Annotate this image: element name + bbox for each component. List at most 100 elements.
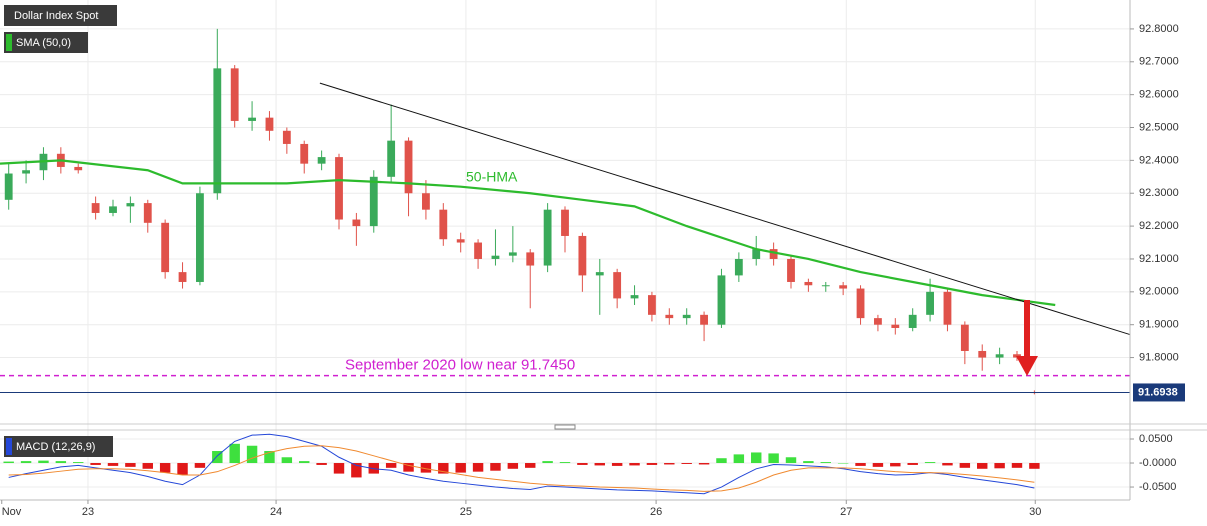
candle-body xyxy=(161,222,170,273)
macd-histogram-bar xyxy=(559,462,571,464)
candle-body xyxy=(717,275,726,325)
candle-body xyxy=(543,209,552,266)
candle-body xyxy=(109,206,117,213)
marks xyxy=(0,28,1131,495)
candle-body xyxy=(839,285,848,289)
candle-body xyxy=(630,295,639,299)
macd-histogram-bar xyxy=(107,463,119,466)
candle-body xyxy=(874,318,882,325)
macd-histogram-bar xyxy=(20,461,32,464)
candle-body xyxy=(126,203,135,207)
candle-body xyxy=(752,249,761,259)
macd-histogram-bar xyxy=(281,457,293,464)
y-tick-label: 92.5000 xyxy=(1139,121,1179,133)
macd-histogram-bar xyxy=(525,463,536,468)
trend-line xyxy=(319,82,1131,336)
candle-body xyxy=(821,285,830,287)
macd-histogram-bar xyxy=(472,463,484,472)
macd-histogram-bar xyxy=(959,463,971,468)
arrow-head xyxy=(1016,356,1038,376)
macd-histogram-bar xyxy=(698,463,710,465)
candle-body xyxy=(387,140,396,177)
macd-histogram-bar xyxy=(507,463,519,469)
panel-grip xyxy=(554,424,576,430)
sma-line xyxy=(0,159,1056,307)
macd-box xyxy=(4,436,113,457)
candle-body xyxy=(230,68,239,121)
candle-body xyxy=(595,272,604,276)
macd-histogram-bar xyxy=(751,452,762,464)
macd-histogram-bar xyxy=(611,463,623,466)
macd-histogram-bar xyxy=(438,463,449,474)
candle-body xyxy=(4,173,13,200)
macd-histogram-bar xyxy=(855,463,866,466)
macd-histogram-bar xyxy=(299,461,310,464)
y-tick-label: 92.8000 xyxy=(1139,23,1179,35)
candle-body xyxy=(665,314,674,319)
x-tick-label: 26 xyxy=(650,506,662,518)
macd-histogram-bar xyxy=(577,463,588,465)
candle-body xyxy=(995,354,1004,358)
candle-body xyxy=(91,203,100,213)
candle-body xyxy=(856,288,865,319)
macd-histogram-bar xyxy=(872,463,884,467)
macd-histogram-bar xyxy=(90,463,101,465)
macd-swatch xyxy=(6,438,12,455)
macd-histogram-bar xyxy=(385,463,397,468)
macd-histogram-bar xyxy=(38,460,49,464)
x-tick-label: 30 xyxy=(1029,506,1041,518)
candle-body xyxy=(422,193,430,210)
macd-histogram-bar xyxy=(73,462,84,464)
macd-histogram-bar xyxy=(977,463,988,469)
macd-histogram-bar xyxy=(681,463,692,464)
macd-histogram-bar xyxy=(542,461,553,464)
candle-body xyxy=(734,258,743,276)
macd-histogram-bar xyxy=(490,463,501,471)
candle-body xyxy=(213,68,222,194)
candle-body xyxy=(404,140,413,194)
candle-body xyxy=(1013,354,1021,358)
y-tick-label: 92.2000 xyxy=(1139,220,1179,232)
macd-histogram-bar xyxy=(803,461,814,464)
x-tick-label: 23 xyxy=(82,506,94,518)
macd-histogram-bar xyxy=(177,463,188,475)
candle-body xyxy=(369,176,378,227)
candle-body xyxy=(300,143,309,164)
candle-body xyxy=(74,166,83,171)
macd-histogram-bar xyxy=(594,463,605,466)
y-tick-label: -0.0000 xyxy=(1139,457,1176,469)
macd-histogram-bar xyxy=(733,454,745,464)
macd-histogram-bar xyxy=(1011,463,1023,468)
macd-histogram-bar xyxy=(907,463,918,465)
candle-body xyxy=(978,350,987,358)
title-box xyxy=(4,5,117,26)
support-annotation: September 2020 low near 91.7450 xyxy=(345,357,575,374)
macd-histogram-bar xyxy=(194,463,206,468)
macd-histogram-bar xyxy=(246,445,258,464)
candle-body xyxy=(456,239,465,243)
macd-histogram-bar xyxy=(664,463,675,465)
candle-body xyxy=(335,157,343,220)
candle-body xyxy=(474,242,482,259)
y-tick-label: 92.3000 xyxy=(1139,187,1179,199)
y-tick-label: 92.7000 xyxy=(1139,56,1179,68)
macd-histogram-bar xyxy=(890,463,901,467)
last-price-label: 91.6938 xyxy=(1138,386,1178,398)
macd-histogram-bar xyxy=(924,462,936,464)
macd-line xyxy=(8,433,1035,495)
macd-histogram-bar xyxy=(212,451,223,464)
macd-histogram-bar xyxy=(264,451,275,464)
candle-body xyxy=(769,249,778,259)
candle-body xyxy=(578,235,587,276)
candle-body xyxy=(943,291,952,325)
candle-body xyxy=(648,295,656,315)
candle-body xyxy=(265,117,274,131)
y-tick-label: 92.1000 xyxy=(1139,253,1179,265)
macd-histogram-bar xyxy=(629,463,640,466)
candle-body xyxy=(282,130,291,144)
macd-histogram-bar xyxy=(403,463,414,472)
indicator-swatch xyxy=(6,34,12,51)
macd-histogram-bar xyxy=(142,463,153,469)
macd-histogram-bar xyxy=(994,463,1005,469)
candle-body xyxy=(908,314,917,328)
